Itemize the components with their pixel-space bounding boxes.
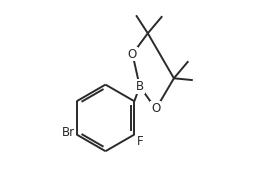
Text: O: O bbox=[151, 102, 161, 115]
Text: O: O bbox=[128, 48, 137, 60]
Text: B: B bbox=[136, 80, 144, 93]
Text: F: F bbox=[136, 135, 143, 148]
Text: Br: Br bbox=[62, 126, 75, 139]
